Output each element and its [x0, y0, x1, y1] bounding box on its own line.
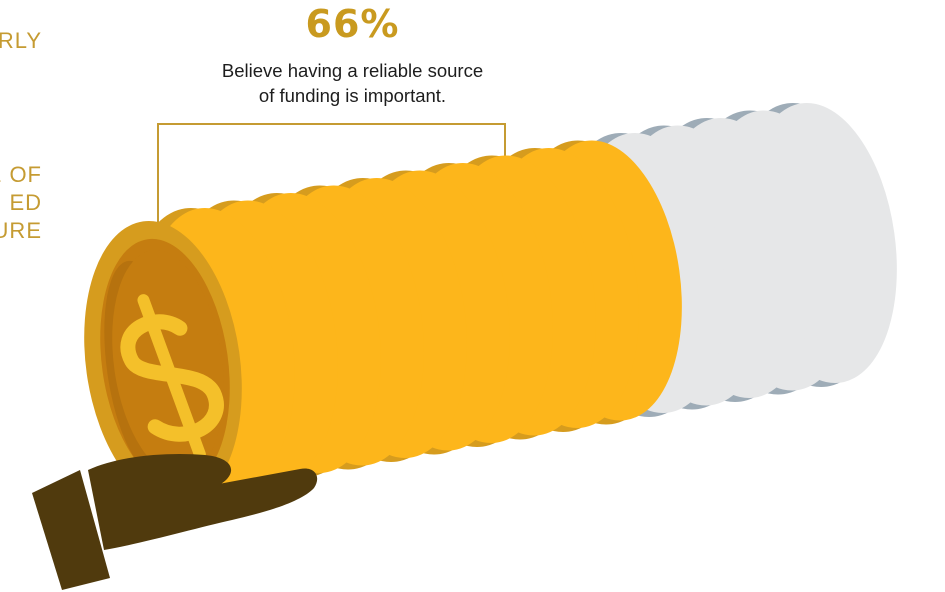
cut-off-heading-line-2: E OF [0, 162, 42, 187]
stat-bracket [157, 123, 506, 222]
cut-off-heading-line-1: RLY [0, 28, 42, 53]
stat-caption-line-1: Believe having a reliable source [221, 60, 484, 81]
hand-palm [88, 453, 318, 550]
hand-cuff [32, 470, 110, 590]
dollar-sign-icon [120, 294, 224, 461]
cut-off-heading-line-3: ED [9, 190, 42, 215]
hand-icon [32, 453, 318, 590]
cut-off-heading-line-4: URE [0, 218, 42, 243]
coin-stack [84, 102, 897, 506]
stat-caption-line-2: of funding is important. [258, 85, 447, 106]
front-coin [84, 220, 242, 506]
stat-caption: Believe having a reliable source of fund… [140, 58, 565, 108]
stat-percentage: 66% [305, 2, 400, 46]
